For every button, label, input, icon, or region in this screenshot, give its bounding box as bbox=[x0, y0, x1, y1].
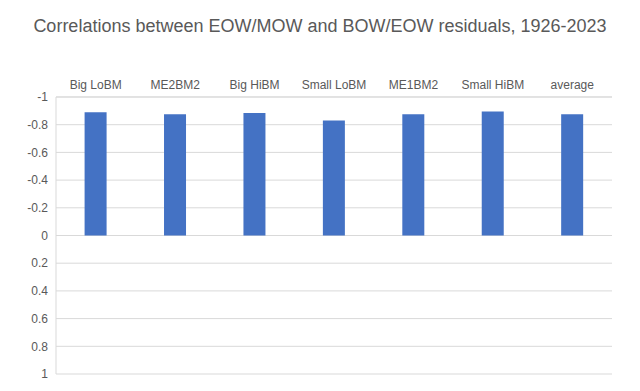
svg-text:Big LoBM: Big LoBM bbox=[70, 78, 122, 92]
svg-text:0.8: 0.8 bbox=[31, 340, 48, 354]
html-text:Correlations between EOW/MOW a: Correlations between EOW/MOW and BOW/EOW… bbox=[33, 16, 607, 36]
svg-text:Small LoBM: Small LoBM bbox=[302, 78, 367, 92]
svg-text:0.2: 0.2 bbox=[31, 256, 48, 270]
svg-text:-0.2: -0.2 bbox=[27, 201, 48, 215]
svg-text:-0.6: -0.6 bbox=[27, 146, 48, 160]
svg-text:ME1BM2: ME1BM2 bbox=[389, 78, 439, 92]
svg-text:Small HiBM: Small HiBM bbox=[462, 78, 525, 92]
svg-text:average: average bbox=[551, 78, 595, 92]
svg-text:Big HiBM: Big HiBM bbox=[230, 78, 280, 92]
svg-text:-0.4: -0.4 bbox=[27, 173, 48, 187]
svg-text:0: 0 bbox=[41, 229, 48, 243]
svg-text:0.4: 0.4 bbox=[31, 284, 48, 298]
svg-text:-0.8: -0.8 bbox=[27, 118, 48, 132]
svg-text:1: 1 bbox=[41, 367, 48, 381]
svg-text:-1: -1 bbox=[37, 90, 48, 104]
svg-text:0.6: 0.6 bbox=[31, 312, 48, 326]
svg-text:ME2BM2: ME2BM2 bbox=[150, 78, 200, 92]
